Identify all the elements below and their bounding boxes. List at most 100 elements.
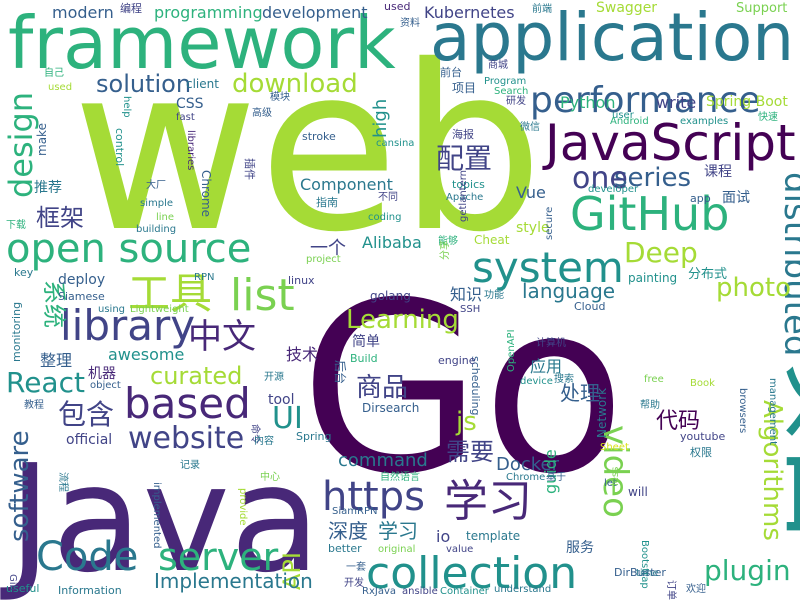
word-jishu: 技术 xyxy=(286,345,318,364)
word-fenxiang: 分享 xyxy=(438,240,451,260)
word-qianduan: 前端 xyxy=(532,2,552,15)
word-swagger: Swagger xyxy=(596,0,657,16)
word-golang: golang xyxy=(370,289,411,303)
word-bangzhu: 帮助 xyxy=(640,398,660,411)
word-library: library xyxy=(60,301,195,350)
word-xiangmu-small: 项目 xyxy=(452,81,476,95)
word-implemented: implemented xyxy=(151,482,162,548)
word-book: Book xyxy=(690,378,715,389)
word-stroke: stroke xyxy=(302,130,336,143)
word-react: React xyxy=(6,366,85,399)
word-web: web xyxy=(72,16,543,282)
word-building: building xyxy=(136,224,176,235)
word-js: js xyxy=(455,407,477,437)
word-language: language xyxy=(522,279,615,303)
word-rxjava: RxJava xyxy=(362,586,396,597)
word-ziranyuyan: 自然语言 xyxy=(380,470,420,483)
word-quanxian: 权限 xyxy=(690,446,712,459)
word-jiandan: 简单 xyxy=(352,333,380,350)
word-jisuanji: 计算机 xyxy=(536,336,566,349)
word-framework: framework xyxy=(8,1,396,85)
word-vue: Vue xyxy=(516,183,546,202)
word-topics: topics xyxy=(452,178,485,191)
word-examples: examples xyxy=(680,116,728,127)
word-control: control xyxy=(113,128,126,166)
word-ziliao: 资料 xyxy=(400,16,420,29)
word-high: high xyxy=(370,99,391,138)
word-monitoring: monitoring xyxy=(10,302,23,362)
word-shangpin: 商品 xyxy=(356,373,408,403)
word-cloud-small: Cloud xyxy=(574,300,605,313)
word-spring: Spring xyxy=(296,430,332,443)
word-xitong: 系统 xyxy=(40,280,68,328)
word-xiazai: 下载 xyxy=(6,219,26,231)
word-user: user xyxy=(612,110,635,121)
word-based: based xyxy=(124,379,251,428)
word-chuli: 处理 xyxy=(560,381,600,405)
word-dachang: 大厂 xyxy=(146,178,166,191)
word-gin: Gin xyxy=(7,574,18,591)
word-network: Network xyxy=(595,388,609,438)
word-curated: curated xyxy=(150,362,242,390)
word-baohan: 包含 xyxy=(58,398,114,431)
word-series: series xyxy=(614,163,691,193)
word-server: server xyxy=(158,535,279,579)
word-lightweight: Lightweight xyxy=(130,304,189,315)
word-jiqi: 机器 xyxy=(88,366,116,382)
word-download: download xyxy=(232,69,358,99)
word-youtube: youtube xyxy=(680,430,725,443)
word-kecheng: 课程 xyxy=(704,164,732,180)
word-make: make xyxy=(35,123,49,156)
word-openapi: OpenAPI xyxy=(506,329,517,372)
word-one: one xyxy=(572,161,628,196)
word-less: less xyxy=(610,467,621,486)
word-mingling: 命令 xyxy=(249,424,262,444)
word-device: device xyxy=(520,376,553,387)
word-neirong: 内容 xyxy=(254,434,274,447)
word-houtai: 后台 xyxy=(333,360,348,384)
word-mianshi: 面试 xyxy=(722,190,750,206)
word-code: Code xyxy=(36,534,138,580)
word-let: let xyxy=(604,478,617,489)
word-gongju: 工具 xyxy=(128,269,212,318)
word-xuexi2: 学习 xyxy=(378,519,418,543)
word-https: https xyxy=(322,474,425,520)
word-modern: modern xyxy=(52,3,114,22)
word-fenbushi: 分布式 xyxy=(688,267,727,282)
word-daima: 代码 xyxy=(656,409,700,434)
word-using: using xyxy=(98,304,125,315)
word-haibao: 海报 xyxy=(452,127,474,141)
word-qiantai: 前台 xyxy=(440,65,462,79)
word-weixin: 微信 xyxy=(520,120,540,133)
word-client: client xyxy=(186,77,219,91)
word-biancheng: 编程 xyxy=(120,1,142,15)
word-huanying: 欢迎 xyxy=(686,582,706,595)
word-chajian: 插件 xyxy=(243,158,257,180)
word-python: Python xyxy=(560,93,615,112)
word-big-cn: 项目 xyxy=(769,332,800,548)
word-value: value xyxy=(446,544,473,555)
word-peizhi: 配置 xyxy=(436,142,492,175)
word-spring-boot: Spring Boot xyxy=(706,94,788,110)
word-application: application xyxy=(430,0,794,76)
word-plugin: plugin xyxy=(704,554,791,587)
word-original: original xyxy=(378,544,415,555)
word-deep: Deep xyxy=(624,236,698,269)
word-key: key xyxy=(14,266,34,279)
word-engine: engine xyxy=(438,354,476,367)
word-search: Search xyxy=(494,86,528,97)
word-template: template xyxy=(466,529,520,543)
word-xuexi: 学习 xyxy=(444,476,532,527)
word-kubernetes: Kubernetes xyxy=(424,3,515,22)
word-photo: photo xyxy=(716,273,791,303)
word-kaiyuan: 开源 xyxy=(264,370,284,383)
word-command: command xyxy=(338,450,428,471)
word-time: time xyxy=(636,568,659,579)
word-gongneng: 功能 xyxy=(484,288,504,301)
word-awesome: awesome xyxy=(108,345,184,364)
word-mokuai: 模块 xyxy=(270,91,290,103)
word-learning: Learning xyxy=(346,305,459,335)
word-style: style xyxy=(516,220,550,236)
